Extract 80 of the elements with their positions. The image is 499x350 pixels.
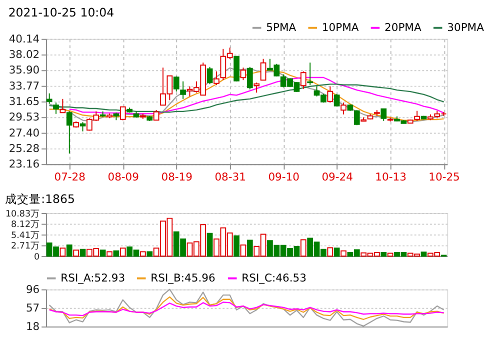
candlestick (46, 92, 52, 104)
candlestick (246, 66, 253, 90)
candlestick (153, 109, 160, 121)
bar (420, 252, 427, 257)
y-tick-label: 25.28 (8, 142, 40, 155)
candlestick (53, 102, 59, 114)
x-tick-label: 10-13 (375, 170, 406, 184)
candlestick (340, 102, 346, 115)
bar (340, 250, 346, 257)
x-tick-label: 08-09 (108, 170, 140, 184)
bar (106, 251, 112, 257)
legend-label: RSI_A:52.93 (60, 271, 126, 284)
legend-label: 30PMA (447, 20, 485, 34)
x-tick-label: 09-10 (268, 170, 300, 184)
x-tick-label: 08-31 (214, 170, 246, 184)
y-tick-label: 0 (34, 252, 40, 263)
y-tick-label: 2.71万 (11, 242, 40, 252)
chart-title: 成交量:1865 (5, 192, 75, 206)
y-tick-label: 96 (26, 282, 40, 296)
line-series (48, 296, 444, 320)
bar (73, 250, 80, 257)
bar (120, 248, 126, 257)
bar (80, 248, 86, 257)
candlestick (60, 98, 66, 114)
candlestick (120, 106, 126, 121)
y-tick-label: 29.53 (8, 110, 40, 124)
x-tick-label: 07-28 (54, 170, 86, 184)
line-series (48, 302, 444, 316)
candlestick (307, 62, 314, 86)
candlestick (300, 70, 306, 90)
y-tick-label: 40.14 (8, 32, 40, 46)
bar (246, 240, 253, 257)
candlestick (173, 76, 180, 92)
y-tick-label: 27.40 (8, 126, 40, 140)
bar (113, 250, 120, 257)
y-tick-label: 18 (26, 320, 40, 333)
x-tick-label: 08-19 (161, 170, 193, 184)
y-tick-label: 31.65 (8, 94, 40, 108)
line-series (48, 288, 444, 327)
legend-label: 10PMA (322, 20, 360, 34)
y-tick-label: 33.77 (8, 79, 40, 92)
y-tick-label: 38.02 (8, 48, 40, 61)
candlestick (214, 70, 220, 86)
chart-title: 2021-10-25 10:04 (8, 5, 114, 20)
legend-label: 5PMA (266, 20, 297, 34)
x-tick-label: 10-25 (428, 170, 460, 184)
candlestick (327, 86, 334, 104)
candlestick (260, 58, 266, 81)
bar (300, 239, 306, 257)
candlestick (80, 122, 86, 132)
candlestick (254, 82, 260, 94)
bar (387, 252, 394, 257)
legend-label: 20PMA (384, 20, 422, 34)
y-tick-label: 35.90 (8, 64, 40, 77)
legend-label: RSI_B:45.96 (150, 271, 216, 284)
x-tick-label: 09-24 (322, 170, 354, 184)
y-tick-label: 23.16 (8, 158, 40, 171)
bar (240, 244, 246, 257)
y-tick-label: 5.41万 (11, 231, 40, 241)
candlestick (354, 110, 360, 126)
bar (334, 248, 340, 257)
candlestick (180, 80, 186, 100)
y-tick-label: 10.83万 (5, 209, 40, 220)
bar (100, 250, 106, 257)
line-series (48, 84, 444, 113)
y-tick-label: 8.12万 (11, 220, 40, 230)
y-tick-label: 57 (26, 301, 40, 314)
candlestick (206, 66, 213, 85)
bar (380, 252, 387, 257)
candlestick (334, 93, 340, 107)
bar (60, 248, 66, 257)
bar (146, 251, 153, 257)
legend-label: RSI_C:46.53 (242, 271, 306, 284)
bar (234, 235, 240, 257)
bar (66, 244, 72, 257)
bar (327, 247, 334, 257)
bar (140, 251, 146, 257)
bar (206, 232, 213, 257)
candlestick (240, 67, 246, 81)
candlestick (380, 108, 387, 122)
